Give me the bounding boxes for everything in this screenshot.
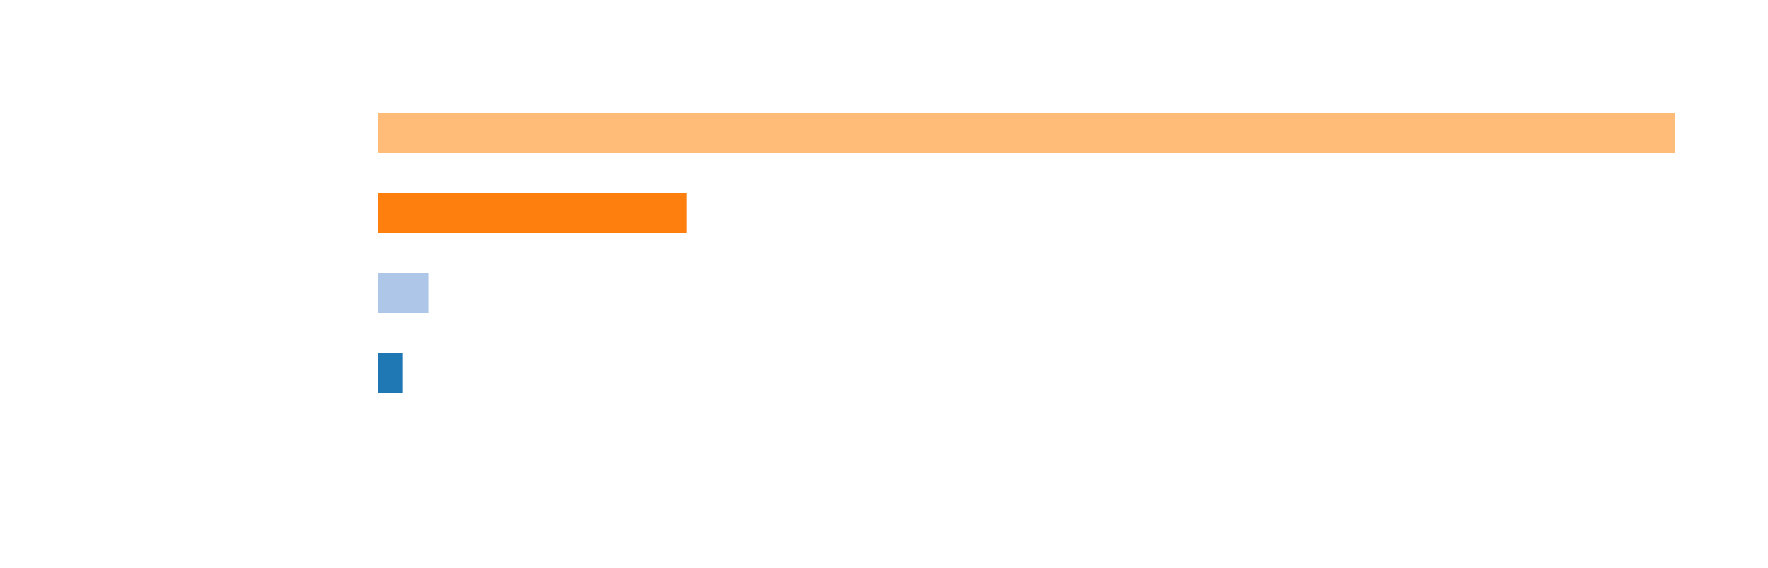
bar-1 — [378, 113, 1675, 153]
bar-3 — [378, 273, 429, 313]
bars-group — [378, 113, 1675, 393]
bar-2 — [378, 193, 687, 233]
bar-4 — [378, 353, 403, 393]
